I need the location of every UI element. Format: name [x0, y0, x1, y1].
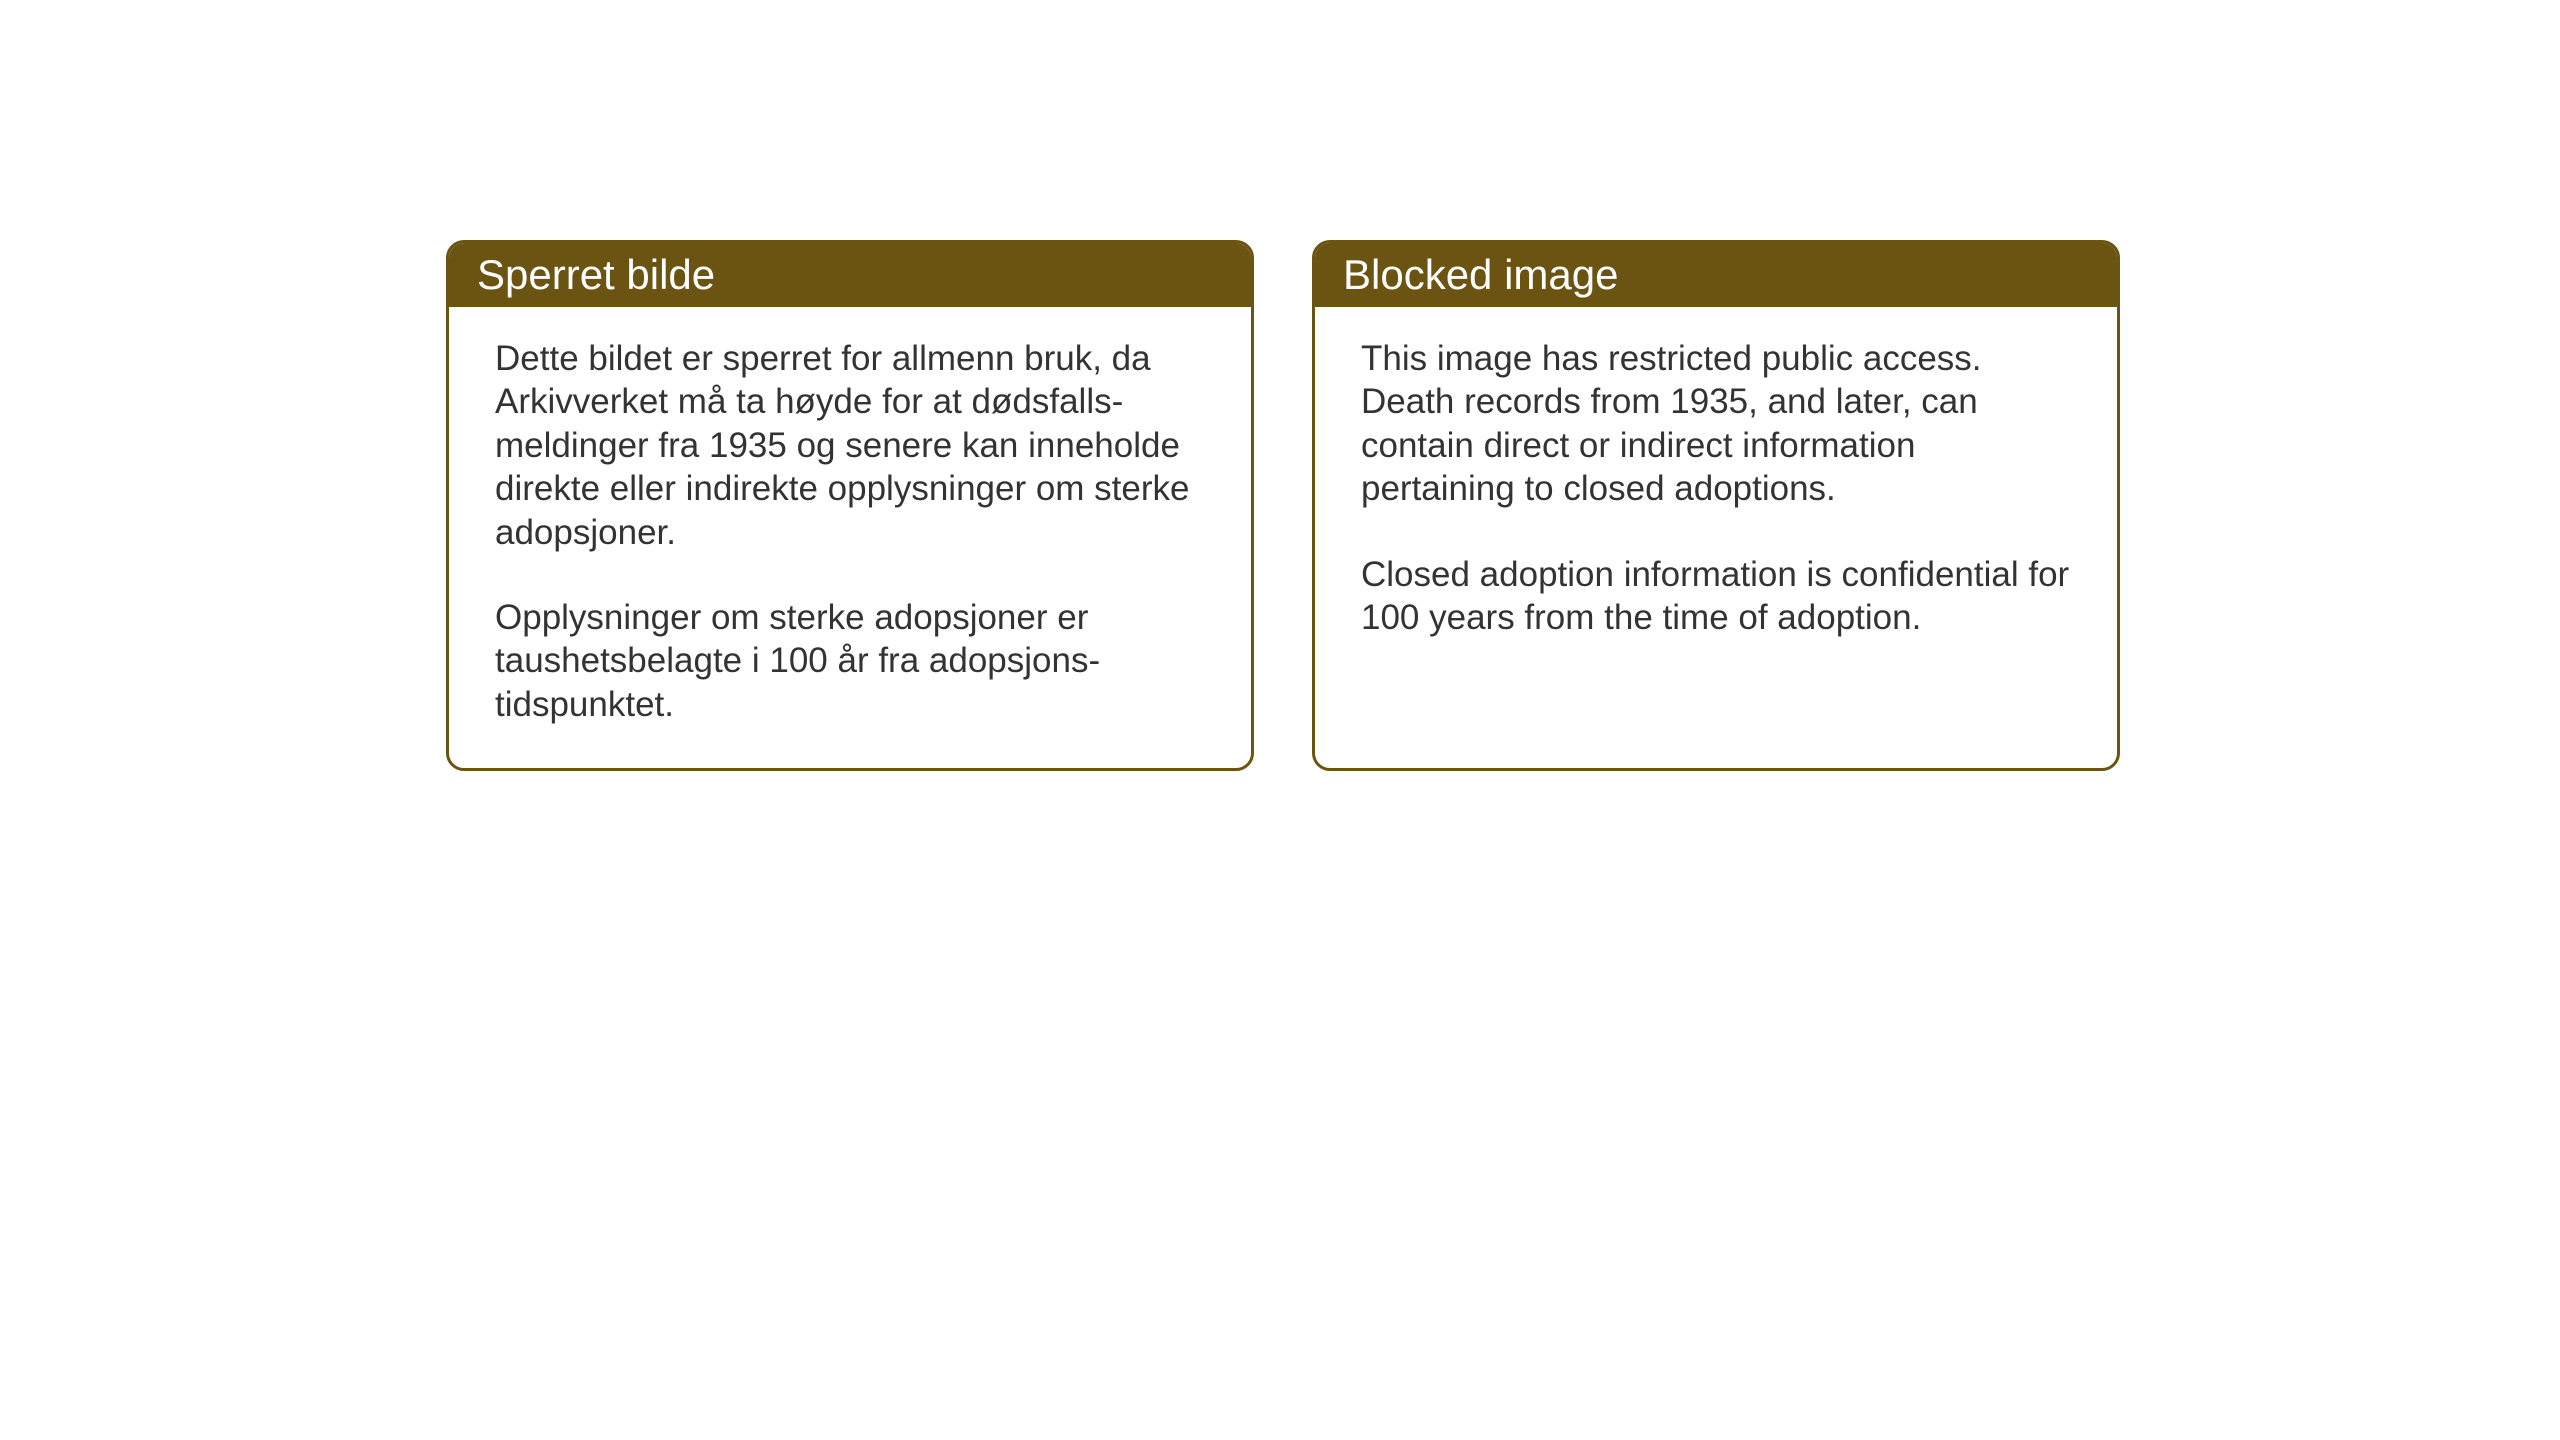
english-notice-card: Blocked image This image has restricted … — [1312, 240, 2120, 771]
english-paragraph-1: This image has restricted public access.… — [1361, 337, 2071, 511]
notice-container: Sperret bilde Dette bildet er sperret fo… — [446, 240, 2120, 771]
english-paragraph-2: Closed adoption information is confident… — [1361, 553, 2071, 640]
norwegian-paragraph-2: Opplysninger om sterke adopsjoner er tau… — [495, 596, 1205, 726]
norwegian-notice-card: Sperret bilde Dette bildet er sperret fo… — [446, 240, 1254, 771]
english-card-body: This image has restricted public access.… — [1315, 307, 2117, 681]
norwegian-card-body: Dette bildet er sperret for allmenn bruk… — [449, 307, 1251, 768]
norwegian-card-title: Sperret bilde — [449, 243, 1251, 307]
norwegian-paragraph-1: Dette bildet er sperret for allmenn bruk… — [495, 337, 1205, 554]
english-card-title: Blocked image — [1315, 243, 2117, 307]
